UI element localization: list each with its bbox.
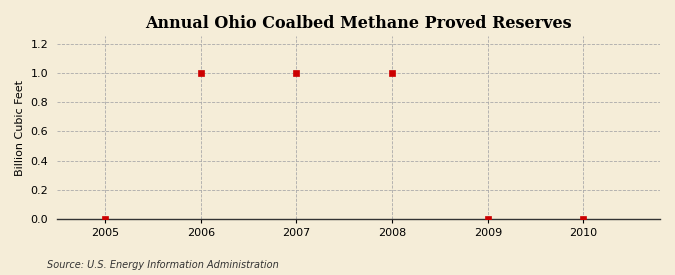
Y-axis label: Billion Cubic Feet: Billion Cubic Feet	[15, 80, 25, 176]
Title: Annual Ohio Coalbed Methane Proved Reserves: Annual Ohio Coalbed Methane Proved Reser…	[145, 15, 572, 32]
Text: Source: U.S. Energy Information Administration: Source: U.S. Energy Information Administ…	[47, 260, 279, 270]
